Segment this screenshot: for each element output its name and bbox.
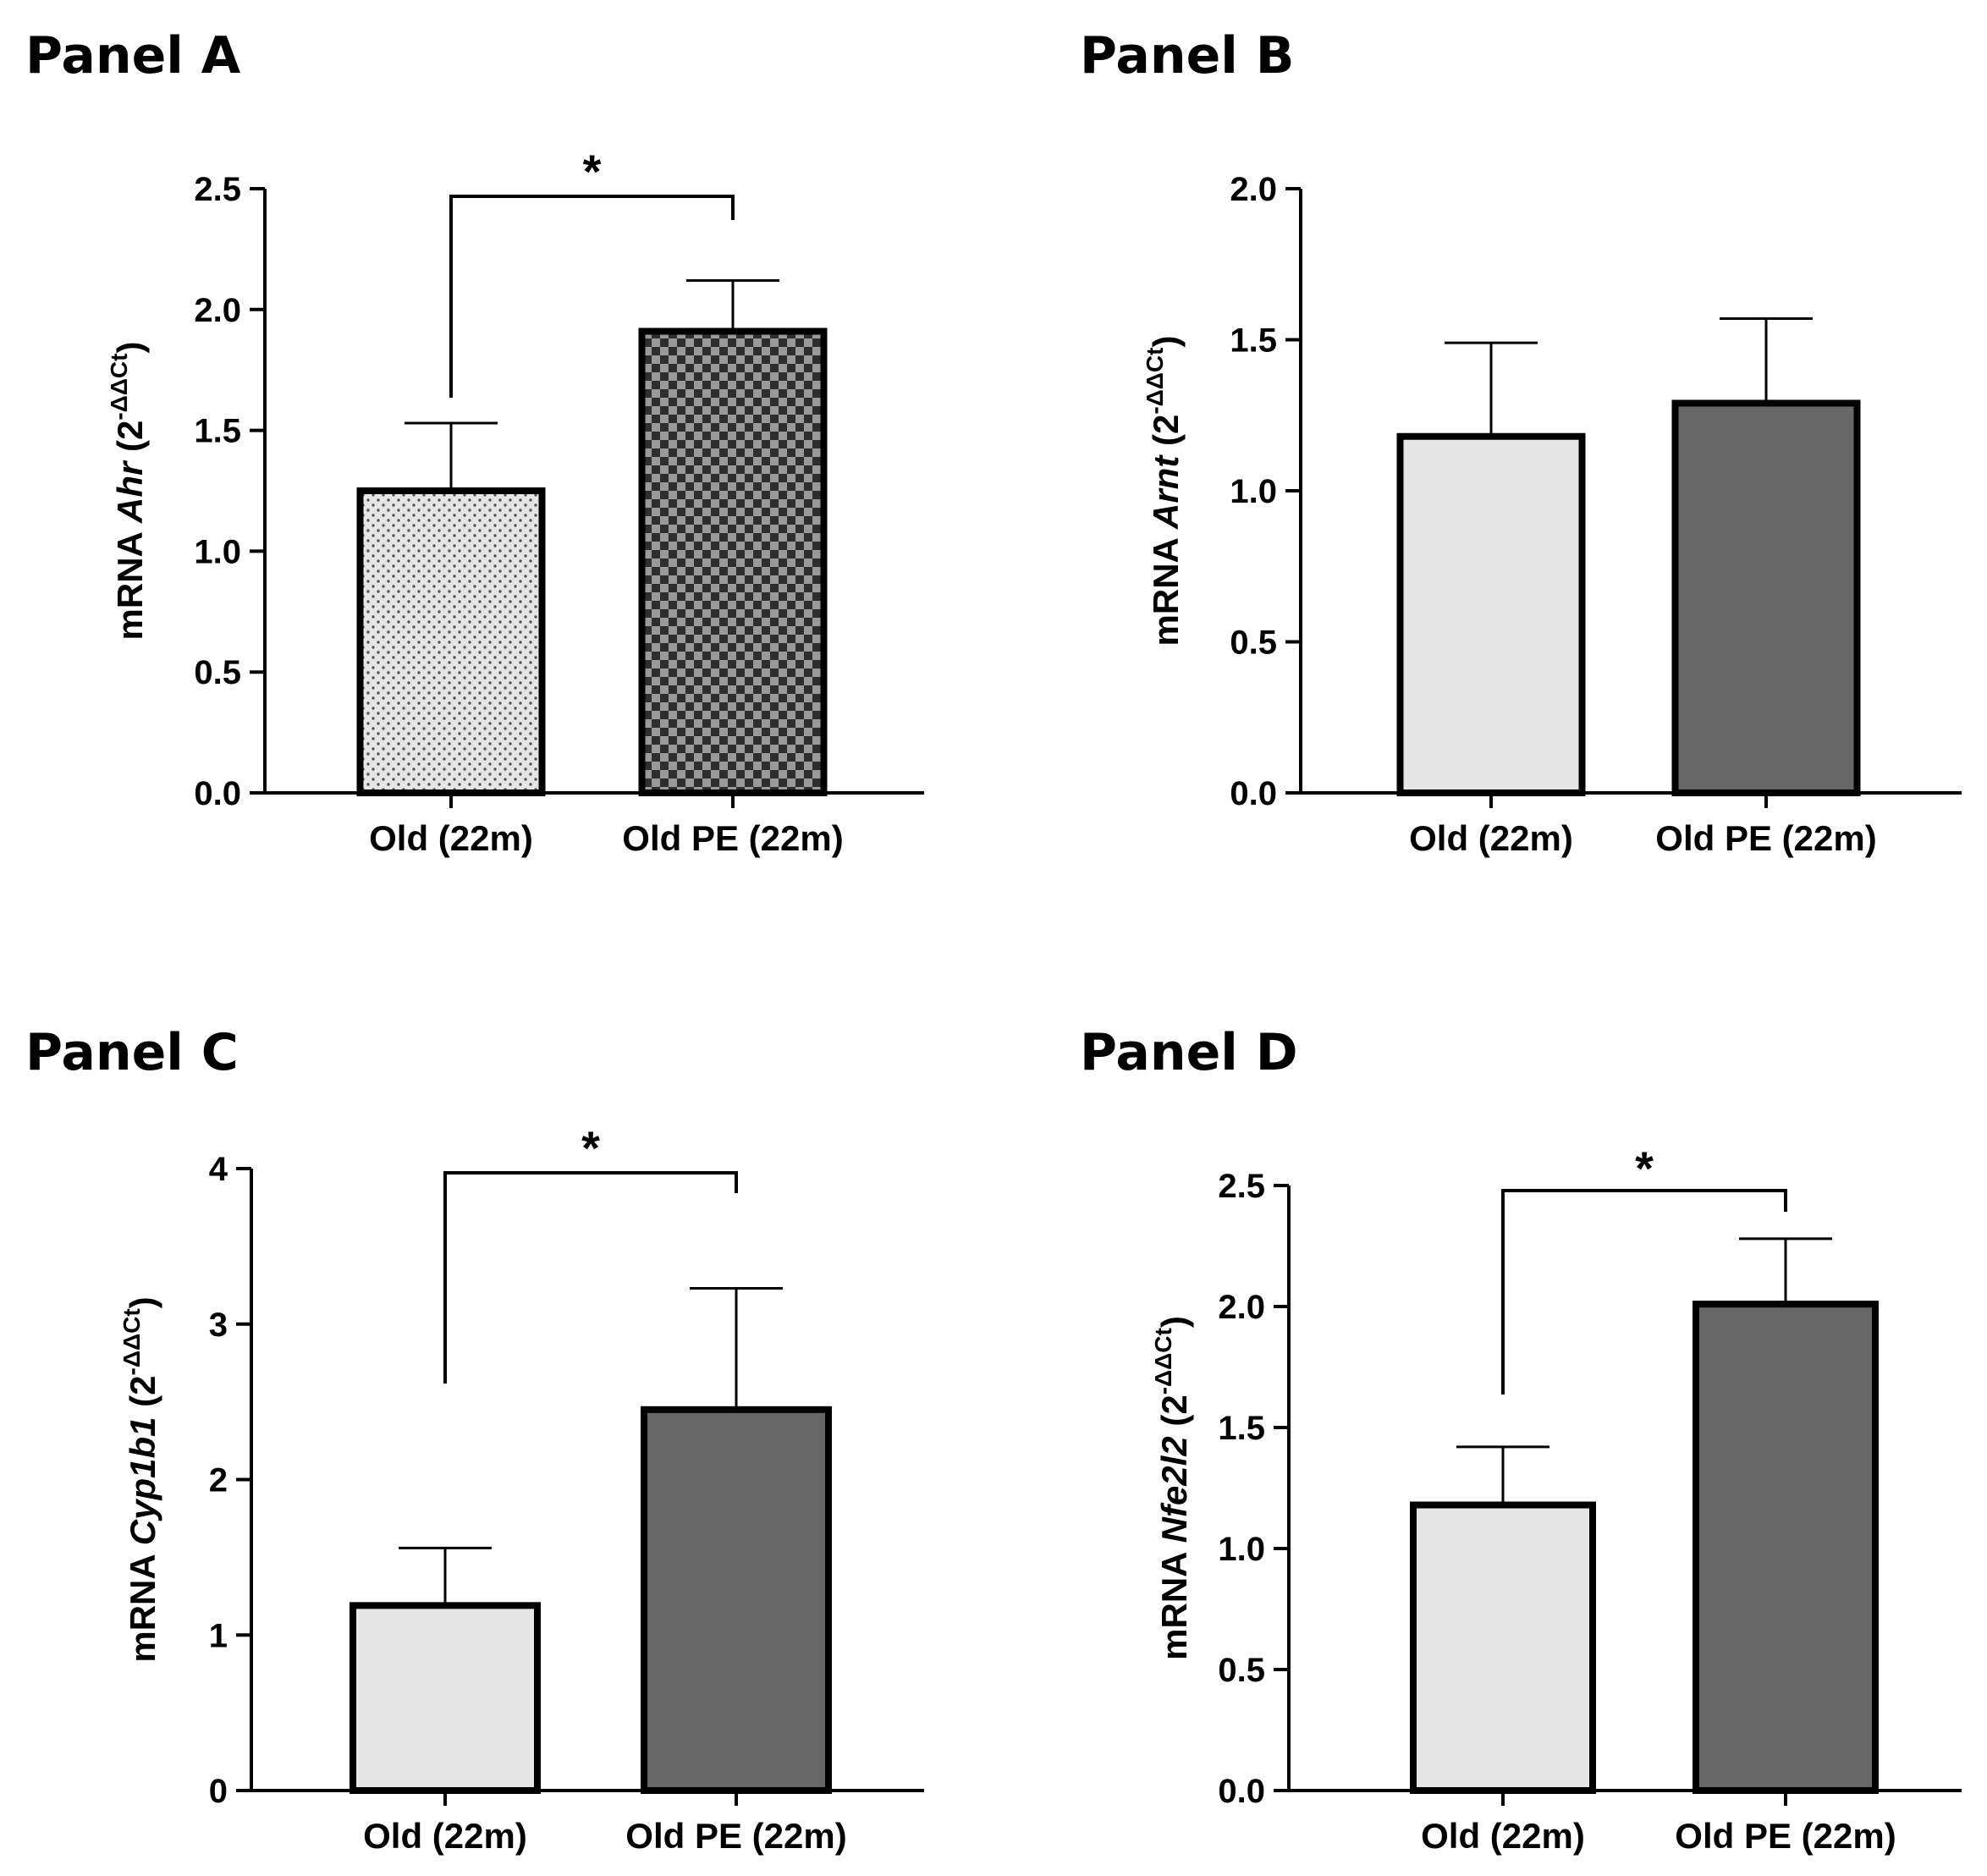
panel-b-x-tick-label: Old (22m) xyxy=(1409,818,1573,858)
panel-b-x-tick-label: Old PE (22m) xyxy=(1655,818,1876,858)
panel-c-bar xyxy=(350,1602,541,1795)
panel-d-y-tick-label: 0.0 xyxy=(1218,1773,1265,1810)
panel-d-significance-star: * xyxy=(1635,1142,1654,1195)
panel-c-y-tick-label: 4 xyxy=(209,1151,228,1188)
panel-a-y-tick-label: 1.0 xyxy=(194,533,241,570)
panel-d-significance-bracket xyxy=(1501,1189,1787,1395)
panel-a-significance-star: * xyxy=(583,145,602,198)
panel-c-y-tick-label: 2 xyxy=(209,1462,228,1499)
panel-b-chart: 0.0 0.5 1.0 1.5 2.0 Old (22m) Old PE (22m) mRNA… xyxy=(1142,171,1962,858)
panel-a-title: Panel A xyxy=(25,26,241,85)
panel-c-y-tick-label: 0 xyxy=(209,1773,228,1810)
panel-a-y-axis-label: mRNA Ahr (2-ΔΔCt) xyxy=(106,342,150,641)
panel-d-bar xyxy=(1410,1501,1596,1795)
panel-b-y-tick-label: 2.0 xyxy=(1230,171,1277,208)
panel-c-chart: 0 1 2 3 4 Old (22m) Old PE (22m) mRNA Cyp1b1 (2… xyxy=(118,1121,924,1856)
panel-c-y-tick-label: 3 xyxy=(209,1307,228,1344)
panel-a-y-tick-label: 0.0 xyxy=(194,775,241,812)
panel-b-bar xyxy=(1396,432,1586,796)
panel-d-y-tick-label: 1.5 xyxy=(1218,1410,1265,1447)
panel-a-y-tick-label: 1.5 xyxy=(194,413,241,450)
panel-a-chart: 0.0 0.5 1.0 1.5 2.0 2.5 Old (22m) Old PE (22m) m… xyxy=(106,145,924,858)
panel-a-y-tick-label: 2.0 xyxy=(194,292,241,329)
panel-a-y-tick-label: 2.5 xyxy=(194,171,241,208)
panel-b-y-tick-label: 0.0 xyxy=(1230,775,1277,812)
panel-c-x-tick-label: Old PE (22m) xyxy=(625,1816,846,1856)
panel-c-x-tick-label: Old (22m) xyxy=(363,1816,527,1856)
panel-a-x-tick-label: Old PE (22m) xyxy=(622,818,843,858)
panel-d-bar xyxy=(1693,1301,1879,1794)
panel-d-x-tick-label: Old PE (22m) xyxy=(1675,1816,1896,1856)
panel-d-y-tick-label: 2.0 xyxy=(1218,1289,1265,1326)
panel-d-x-tick-label: Old (22m) xyxy=(1421,1816,1585,1856)
panel-a-x-tick-label: Old (22m) xyxy=(369,818,533,858)
panel-d-y-axis-label: mRNA Nfe2l2 (2-ΔΔCt) xyxy=(1150,1316,1194,1660)
panel-c-bar xyxy=(641,1406,832,1794)
panel-a-bar xyxy=(356,487,546,796)
panel-b-bar xyxy=(1671,399,1861,796)
panel-b-title: Panel B xyxy=(1080,26,1295,85)
panel-b-y-tick-label: 0.5 xyxy=(1230,624,1277,662)
panel-c-significance-bracket xyxy=(443,1171,738,1384)
panel-b-y-axis-label: mRNA Arnt (2-ΔΔCt) xyxy=(1142,336,1186,646)
panel-d-y-tick-label: 2.5 xyxy=(1218,1168,1265,1205)
panel-b-y-tick-label: 1.0 xyxy=(1230,473,1277,510)
panel-a-significance-bracket xyxy=(449,195,735,398)
panel-d-y-tick-label: 0.5 xyxy=(1218,1652,1265,1689)
panel-c-title: Panel C xyxy=(25,1023,239,1082)
panel-c-y-axis-label: mRNA Cyp1b1 (2-ΔΔCt) xyxy=(118,1296,162,1662)
panel-d-chart: 0.0 0.5 1.0 1.5 2.0 2.5 Old (22m) Old PE (22m) m… xyxy=(1150,1142,1962,1856)
panel-c-y-tick-label: 1 xyxy=(209,1617,228,1654)
panel-d-title: Panel D xyxy=(1080,1023,1298,1082)
panel-a-y-tick-label: 0.5 xyxy=(194,654,241,691)
panel-a-bar xyxy=(638,327,828,796)
panel-c-significance-star: * xyxy=(581,1121,600,1175)
panel-d-y-tick-label: 1.0 xyxy=(1218,1531,1265,1568)
panel-b-y-tick-label: 1.5 xyxy=(1230,322,1277,360)
